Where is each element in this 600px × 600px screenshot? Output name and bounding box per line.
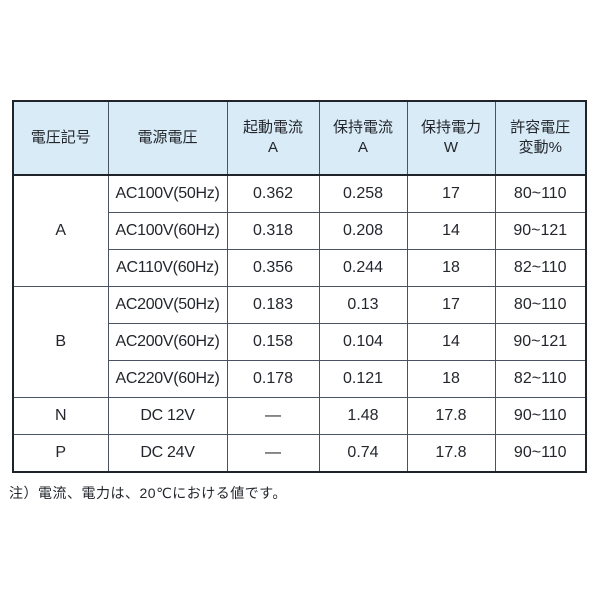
- holding-current-cell: 0.258: [318, 174, 408, 213]
- holding-current-cell: 0.104: [318, 323, 408, 361]
- holding-current-cell: 1.48: [318, 397, 408, 435]
- voltage-symbol-cell: B: [12, 286, 109, 398]
- column-header-supply-voltage: 電源電圧: [107, 100, 228, 176]
- column-header-holding-current: 保持電流 A: [318, 100, 408, 176]
- supply-voltage-cell: AC200V(50Hz): [107, 286, 228, 324]
- table-row: AC100V(60Hz) 0.318 0.208 14 90~121: [13, 212, 587, 250]
- header-label: 起動電流: [242, 118, 303, 136]
- holding-power-cell: 17.8: [406, 434, 496, 473]
- voltage-symbol-cell: P: [12, 434, 109, 473]
- holding-power-cell: 17: [406, 174, 496, 213]
- voltage-symbol-cell: A: [12, 174, 109, 287]
- inrush-current-cell: 0.178: [226, 360, 320, 398]
- inrush-current-cell: 0.158: [226, 323, 320, 361]
- holding-power-cell: 18: [406, 249, 496, 287]
- table-row: N DC 12V — 1.48 17.8 90~110: [12, 397, 587, 435]
- supply-voltage-cell: DC 24V: [107, 434, 228, 473]
- voltage-fluctuation-cell: 90~121: [494, 212, 587, 250]
- inrush-current-cell: 0.362: [226, 174, 320, 213]
- supply-voltage-cell: AC100V(50Hz): [107, 174, 228, 213]
- inrush-current-cell: —: [226, 397, 320, 435]
- table-row: P DC 24V — 0.74 17.8 90~110: [12, 434, 587, 473]
- inrush-current-cell: —: [226, 434, 320, 473]
- holding-current-cell: 0.208: [318, 212, 408, 250]
- header-label: 保持電力: [420, 118, 481, 136]
- holding-current-cell: 0.13: [318, 286, 408, 324]
- header-row: 電圧記号 電源電圧 起動電流 A 保持電流 A 保持電力 W: [12, 100, 587, 176]
- voltage-fluctuation-cell: 90~121: [494, 323, 587, 361]
- inrush-current-cell: 0.183: [226, 286, 320, 324]
- supply-voltage-cell: DC 12V: [107, 397, 228, 435]
- header-unit: 変動%: [518, 139, 562, 156]
- voltage-fluctuation-cell: 90~110: [494, 434, 587, 473]
- voltage-fluctuation-cell: 90~110: [494, 397, 587, 435]
- header-unit: A: [357, 139, 368, 156]
- holding-current-cell: 0.74: [318, 434, 408, 473]
- holding-power-cell: 17.8: [406, 397, 496, 435]
- column-header-holding-power: 保持電力 W: [406, 100, 496, 176]
- inrush-current-cell: 0.356: [226, 249, 320, 287]
- column-header-inrush-current: 起動電流 A: [226, 100, 320, 176]
- supply-voltage-cell: AC200V(60Hz): [107, 323, 228, 361]
- voltage-fluctuation-cell: 82~110: [494, 249, 587, 287]
- table-row: B AC200V(50Hz) 0.183 0.13 17 80~110: [12, 286, 587, 398]
- table-body: A AC100V(50Hz) 0.362 0.258 17 80~110 AC1…: [12, 174, 587, 473]
- holding-current-cell: 0.121: [318, 360, 408, 398]
- supply-voltage-cell: AC220V(60Hz): [107, 360, 228, 398]
- header-label: 電圧記号: [30, 128, 91, 146]
- header-unit: W: [443, 139, 459, 156]
- table-header: 電圧記号 電源電圧 起動電流 A 保持電流 A 保持電力 W: [12, 100, 587, 176]
- holding-power-cell: 14: [406, 323, 496, 361]
- supply-voltage-cell: AC100V(60Hz): [107, 212, 228, 250]
- holding-current-cell: 0.244: [318, 249, 408, 287]
- holding-power-cell: 18: [406, 360, 496, 398]
- voltage-symbol-cell: N: [12, 397, 109, 435]
- table-row: AC220V(60Hz) 0.178 0.121 18 82~110: [13, 360, 587, 398]
- table-row: A AC100V(50Hz) 0.362 0.258 17 80~110: [12, 174, 587, 287]
- table-row: AC200V(60Hz) 0.158 0.104 14 90~121: [13, 323, 587, 361]
- voltage-fluctuation-cell: 82~110: [494, 360, 587, 398]
- header-unit: A: [267, 139, 278, 156]
- header-label: 保持電流: [332, 118, 393, 136]
- spec-table: 電圧記号 電源電圧 起動電流 A 保持電流 A 保持電力 W: [12, 100, 587, 473]
- inrush-current-cell: 0.318: [226, 212, 320, 250]
- voltage-fluctuation-cell: 80~110: [494, 174, 587, 213]
- footnote: 注）電流、電力は、20℃における値です。: [9, 485, 287, 501]
- column-header-voltage-fluctuation: 許容電圧 変動%: [494, 100, 587, 176]
- voltage-fluctuation-cell: 80~110: [494, 286, 587, 324]
- header-label: 電源電圧: [137, 128, 198, 146]
- supply-voltage-cell: AC110V(60Hz): [107, 249, 228, 287]
- table-row: AC110V(60Hz) 0.356 0.244 18 82~110: [13, 249, 587, 287]
- header-label: 許容電圧: [510, 118, 571, 136]
- holding-power-cell: 14: [406, 212, 496, 250]
- holding-power-cell: 17: [406, 286, 496, 324]
- column-header-voltage-symbol: 電圧記号: [12, 100, 109, 176]
